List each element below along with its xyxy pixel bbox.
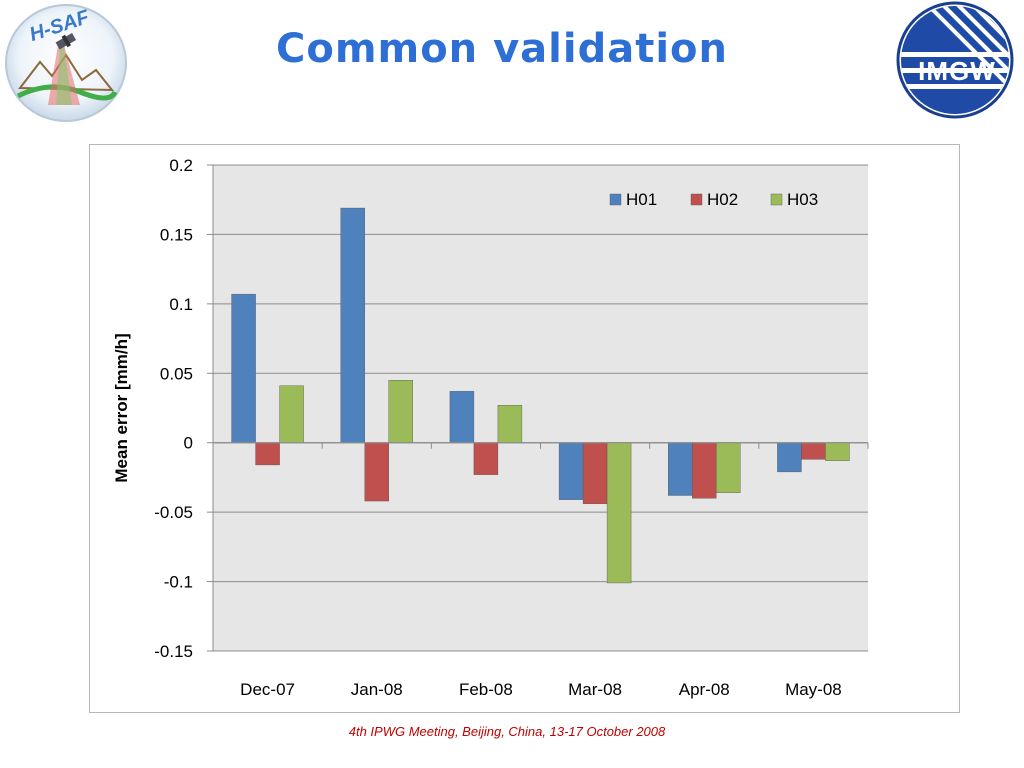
slide-title: Common validation	[276, 26, 728, 72]
y-tick-label: 0	[184, 434, 193, 453]
bar-h01-dec-07	[231, 293, 256, 443]
x-tick-label: Feb-08	[459, 680, 513, 699]
axes	[207, 164, 869, 652]
legend-swatch-h03	[770, 193, 783, 206]
x-tick-label: May-08	[785, 680, 842, 699]
bar-h03-mar-08	[606, 442, 632, 584]
bar-h01-may-08	[777, 442, 802, 473]
legend-label-h01: H01	[626, 190, 657, 209]
bar-h03-dec-07	[279, 385, 304, 443]
bar-h01-mar-08	[558, 442, 584, 500]
legend-swatch-h01	[609, 193, 622, 206]
bar-h02-may-08	[801, 442, 826, 460]
legend-label-h02: H02	[707, 190, 738, 209]
imgw-logo-text: IMGW	[918, 56, 996, 86]
bar-h03-feb-08	[497, 405, 523, 443]
y-tick-label: 0.05	[160, 364, 193, 383]
bar-chart: 0.2 0.15 0.1 0.05 0 -0.05 -0.1 -0.15 Dec-07 Jan-…	[112, 156, 869, 699]
y-tick-label: 0.2	[169, 156, 193, 175]
bar-h02-mar-08	[582, 442, 608, 505]
y-tick-label: -0.15	[154, 642, 193, 661]
bar-h03-jan-08	[388, 380, 413, 443]
x-tick-label: Dec-07	[240, 680, 295, 699]
y-tick-label: 0.15	[160, 225, 193, 244]
bar-h03-may-08	[825, 442, 850, 461]
bar-h02-apr-08	[692, 442, 717, 499]
legend-swatch-h02	[690, 193, 703, 206]
y-axis-label: Mean error [mm/h]	[112, 333, 131, 482]
x-tick-label: Apr-08	[679, 680, 730, 699]
bar-h02-jan-08	[364, 442, 389, 502]
legend-label-h03: H03	[787, 190, 818, 209]
legend: H01 H02 H03	[609, 190, 818, 209]
bar-h03-apr-08	[716, 442, 741, 493]
y-tick-label: -0.1	[164, 573, 193, 592]
plot-area	[213, 165, 868, 651]
y-tick-label: 0.1	[169, 295, 193, 314]
x-tick-labels: Dec-07 Jan-08 Feb-08 Mar-08 Apr-08 May-08	[240, 680, 842, 699]
y-tick-label: -0.05	[154, 503, 193, 522]
slide-footer: 4th IPWG Meeting, Beijing, China, 13-17 …	[348, 724, 666, 739]
x-tick-label: Mar-08	[568, 680, 622, 699]
bars	[231, 207, 850, 584]
y-tick-labels: 0.2 0.15 0.1 0.05 0 -0.05 -0.1 -0.15	[154, 156, 193, 661]
x-tick-label: Jan-08	[351, 680, 403, 699]
bar-h01-jan-08	[340, 207, 365, 443]
bar-h01-feb-08	[449, 391, 475, 443]
hsaf-logo: H-SAF	[5, 4, 127, 122]
bar-h02-dec-07	[255, 442, 280, 466]
bar-h01-apr-08	[668, 442, 693, 496]
bar-h02-feb-08	[473, 442, 499, 475]
imgw-logo: IMGW	[896, 1, 1014, 119]
